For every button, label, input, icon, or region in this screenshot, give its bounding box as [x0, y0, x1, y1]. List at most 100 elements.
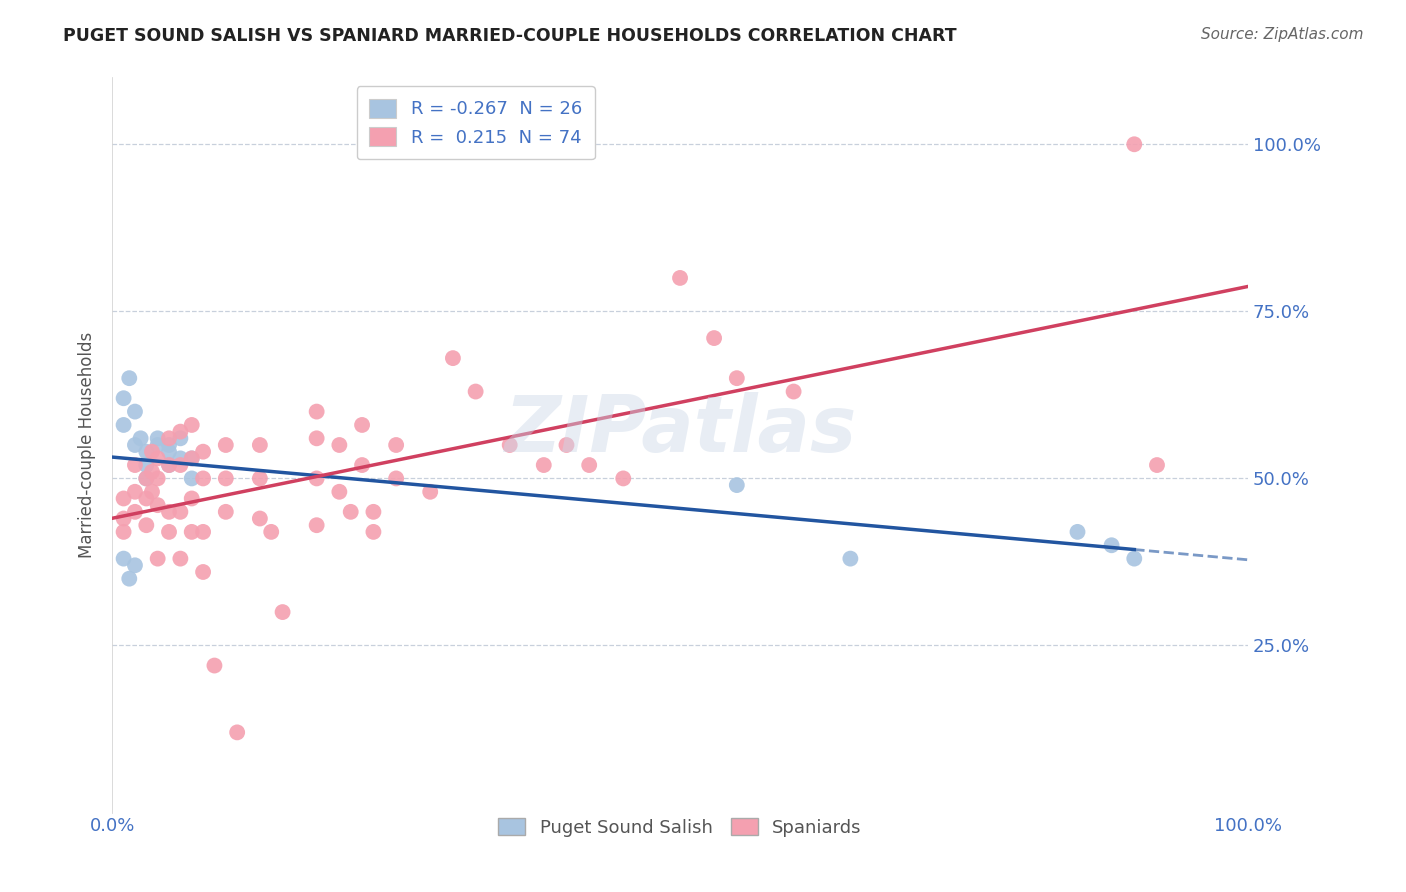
Point: [1146, 458, 1168, 472]
Point: [135, 444, 157, 458]
Point: [215, 438, 238, 452]
Point: [215, 505, 238, 519]
Point: [352, 417, 374, 432]
Point: [169, 425, 191, 439]
Point: [146, 438, 169, 452]
Y-axis label: Married-couple Households: Married-couple Households: [79, 332, 96, 558]
Point: [124, 558, 146, 573]
Point: [305, 404, 328, 418]
Point: [112, 511, 135, 525]
Point: [703, 331, 725, 345]
Point: [157, 458, 180, 472]
Point: [578, 458, 600, 472]
Point: [124, 484, 146, 499]
Point: [260, 524, 283, 539]
Legend: Puget Sound Salish, Spaniards: Puget Sound Salish, Spaniards: [491, 811, 869, 844]
Point: [112, 391, 135, 405]
Point: [141, 444, 163, 458]
Point: [305, 431, 328, 445]
Point: [169, 458, 191, 472]
Point: [141, 465, 163, 479]
Point: [169, 431, 191, 445]
Point: [135, 458, 157, 472]
Point: [191, 565, 214, 579]
Point: [112, 524, 135, 539]
Point: [385, 438, 408, 452]
Text: Source: ZipAtlas.com: Source: ZipAtlas.com: [1201, 27, 1364, 42]
Point: [146, 471, 169, 485]
Point: [782, 384, 804, 399]
Point: [363, 505, 385, 519]
Point: [157, 438, 180, 452]
Point: [169, 505, 191, 519]
Point: [124, 404, 146, 418]
Point: [339, 505, 361, 519]
Point: [226, 725, 249, 739]
Point: [169, 451, 191, 466]
Point: [1123, 137, 1146, 152]
Point: [124, 458, 146, 472]
Point: [363, 524, 385, 539]
Point: [191, 444, 214, 458]
Point: [180, 471, 202, 485]
Point: [725, 371, 748, 385]
Point: [385, 471, 408, 485]
Point: [612, 471, 634, 485]
Point: [328, 438, 350, 452]
Point: [180, 417, 202, 432]
Point: [499, 438, 522, 452]
Point: [146, 451, 169, 466]
Point: [135, 491, 157, 506]
Point: [135, 471, 157, 485]
Point: [118, 572, 141, 586]
Point: [204, 658, 226, 673]
Point: [135, 518, 157, 533]
Point: [146, 498, 169, 512]
Point: [124, 438, 146, 452]
Point: [464, 384, 486, 399]
Point: [118, 371, 141, 385]
Point: [180, 451, 202, 466]
Point: [157, 431, 180, 445]
Text: ZIPatlas: ZIPatlas: [503, 392, 856, 468]
Point: [124, 505, 146, 519]
Point: [129, 431, 152, 445]
Point: [157, 458, 180, 472]
Point: [305, 471, 328, 485]
Point: [157, 524, 180, 539]
Point: [215, 471, 238, 485]
Point: [419, 484, 441, 499]
Point: [157, 505, 180, 519]
Point: [135, 471, 157, 485]
Point: [328, 484, 350, 499]
Point: [157, 444, 180, 458]
Point: [180, 451, 202, 466]
Point: [249, 438, 271, 452]
Point: [249, 511, 271, 525]
Point: [839, 551, 862, 566]
Point: [669, 271, 692, 285]
Point: [146, 551, 169, 566]
Point: [441, 351, 464, 365]
Point: [141, 484, 163, 499]
Point: [112, 551, 135, 566]
Point: [180, 524, 202, 539]
Point: [191, 471, 214, 485]
Point: [555, 438, 578, 452]
Point: [112, 417, 135, 432]
Point: [352, 458, 374, 472]
Point: [271, 605, 294, 619]
Point: [305, 518, 328, 533]
Point: [191, 524, 214, 539]
Point: [533, 458, 555, 472]
Point: [169, 551, 191, 566]
Point: [249, 471, 271, 485]
Point: [1066, 524, 1088, 539]
Point: [1101, 538, 1123, 552]
Point: [725, 478, 748, 492]
Point: [112, 491, 135, 506]
Point: [1123, 551, 1146, 566]
Point: [180, 491, 202, 506]
Point: [146, 431, 169, 445]
Text: PUGET SOUND SALISH VS SPANIARD MARRIED-COUPLE HOUSEHOLDS CORRELATION CHART: PUGET SOUND SALISH VS SPANIARD MARRIED-C…: [63, 27, 957, 45]
